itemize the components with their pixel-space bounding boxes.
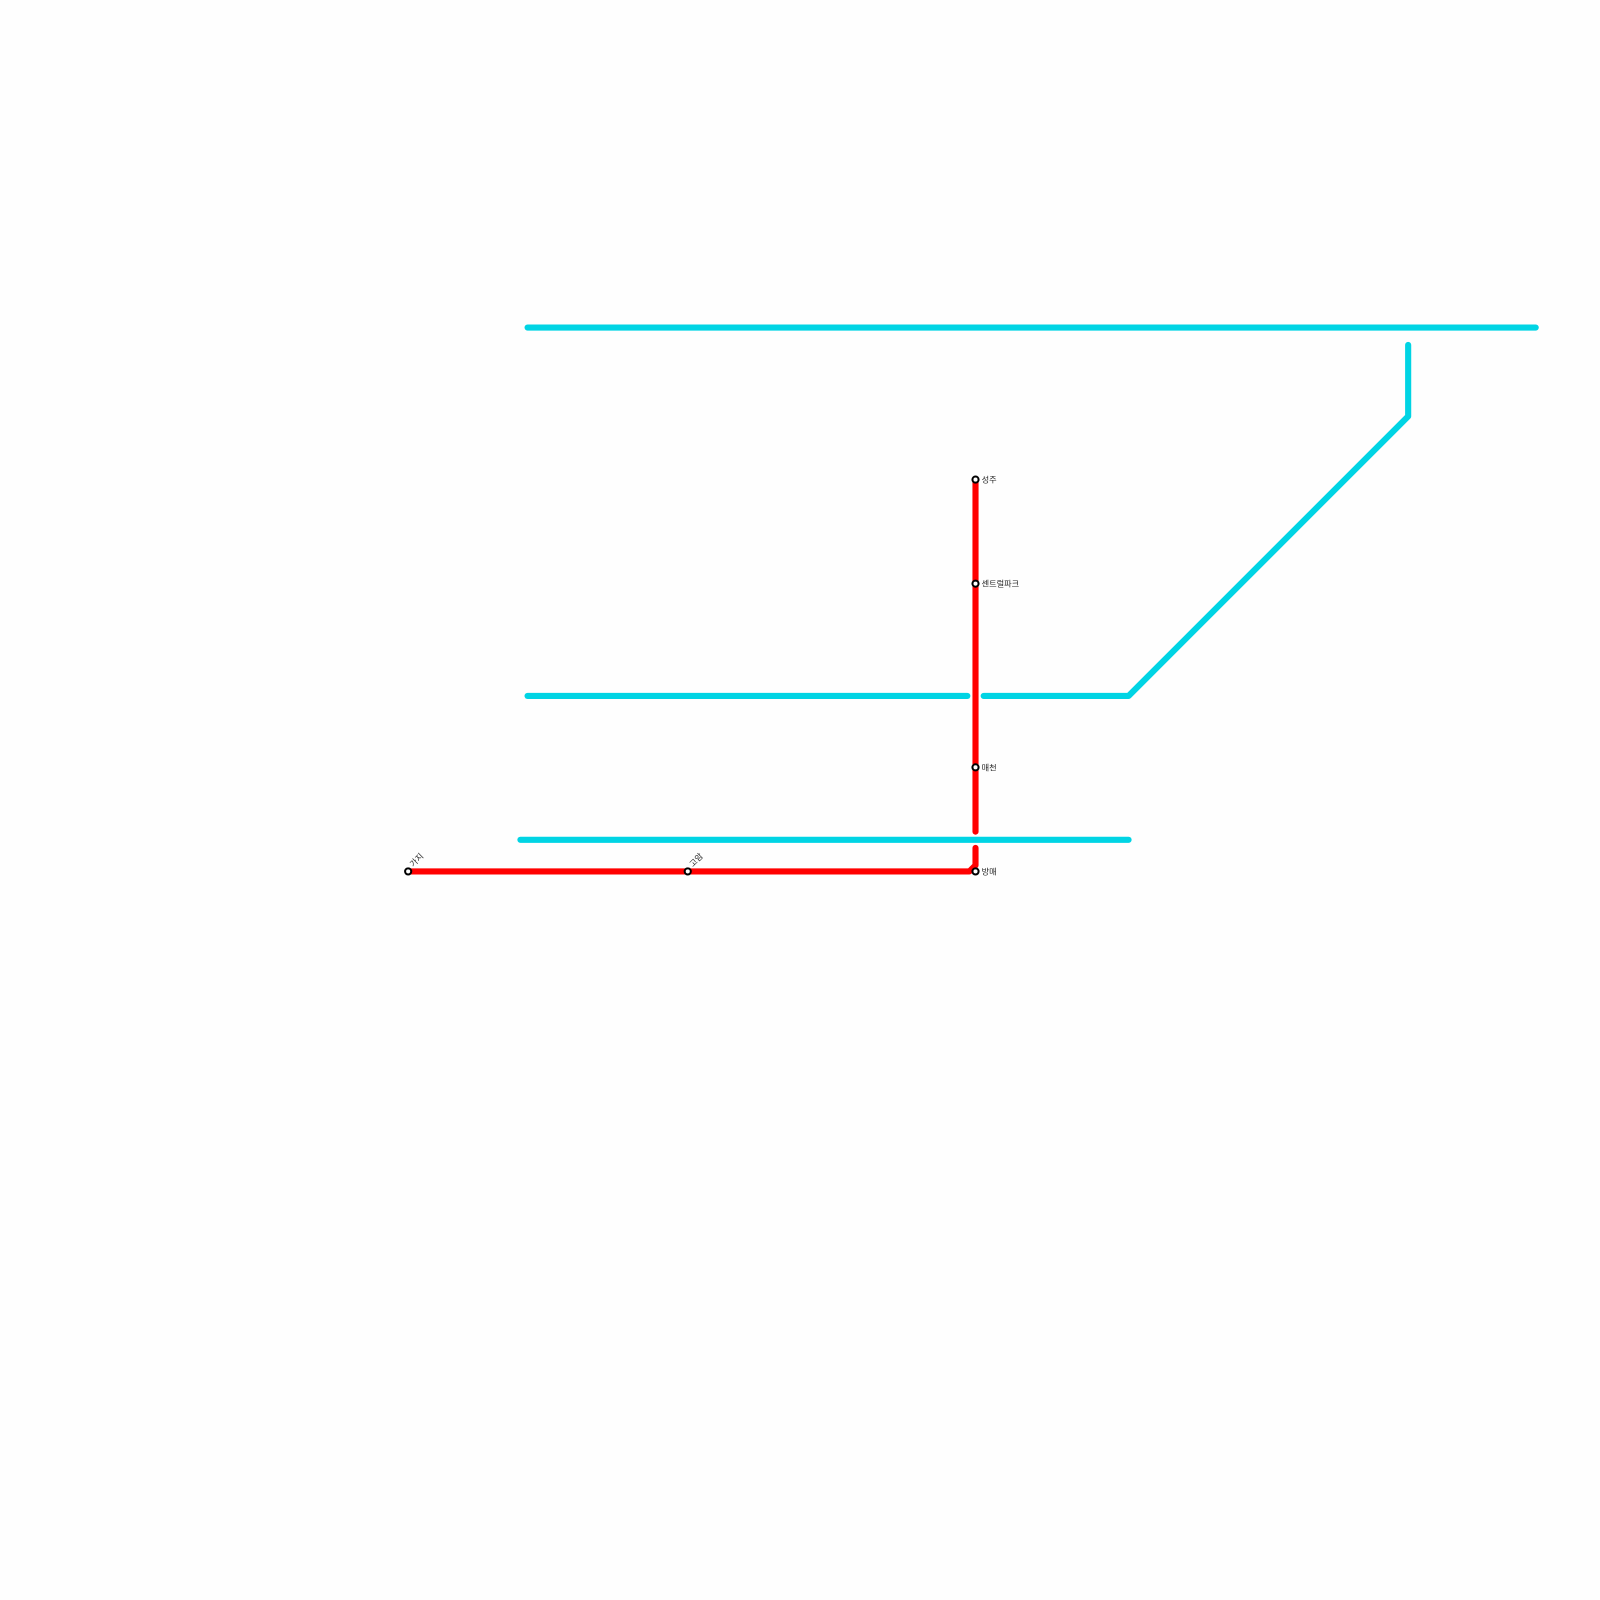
station-central-park[interactable]: [971, 579, 980, 588]
station-label-maecheon: 매천: [982, 762, 997, 772]
station-label-gaji: 가지: [408, 851, 426, 869]
station-goam[interactable]: [683, 867, 692, 876]
station-label-seongju: 성주: [982, 475, 998, 485]
station-gaji[interactable]: [404, 867, 413, 876]
station-label-bangmae: 방매: [982, 866, 997, 876]
station-label-central-park: 센트럴파크: [982, 579, 1020, 589]
station-seongju[interactable]: [971, 475, 980, 484]
station-bangmae[interactable]: [971, 867, 980, 876]
station-maecheon[interactable]: [971, 763, 980, 772]
cyan-line-branch: [980, 341, 1412, 699]
station-label-goam: 고암: [687, 851, 705, 869]
